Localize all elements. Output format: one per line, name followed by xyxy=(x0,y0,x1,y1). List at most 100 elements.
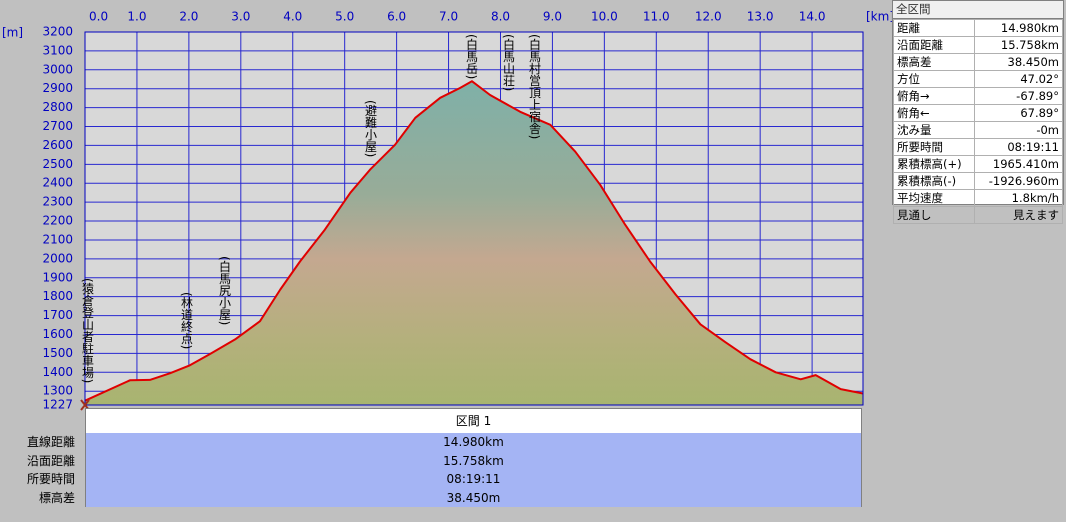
panel-value: 14.980km xyxy=(974,19,1063,37)
summary-panel: 全区間 距離 14.980km 沿面距離 15.758km 標高差 38.450m 方位 47… xyxy=(892,0,1064,224)
y-tick-label: 1400 xyxy=(42,365,73,379)
panel-row: 俯角← 67.89° xyxy=(892,104,1063,122)
y-tick-label: 2100 xyxy=(42,232,73,246)
section-table: 直線距離 14.980km 沿面距離 15.758km 所要時間 08:19:11 標高差 3… xyxy=(0,433,862,507)
section-row: 沿面距離 15.758km xyxy=(0,451,862,470)
x-tick-label: 12.0 xyxy=(695,10,722,24)
panel-row: 沿面距離 15.758km xyxy=(892,36,1063,54)
section-header: 区間 1 xyxy=(85,408,862,434)
x-unit: [km] xyxy=(866,10,894,24)
x-tick-label: 6.0 xyxy=(387,10,406,24)
panel-row: 累積標高(+) 1965.410m xyxy=(892,155,1063,173)
annotation: (白馬村営頂上宿舎) xyxy=(528,34,542,139)
x-tick-label: 3.0 xyxy=(231,10,250,24)
y-tick-label: 2400 xyxy=(42,176,73,190)
section-row: 直線距離 14.980km xyxy=(0,433,862,452)
y-tick-label: 2800 xyxy=(42,100,73,114)
panel-row: 方位 47.02° xyxy=(892,70,1063,88)
y-tick-label: 3000 xyxy=(42,62,73,76)
x-tick-label: 5.0 xyxy=(335,10,354,24)
panel-value: 見えます xyxy=(974,206,1063,224)
y-unit: [m] xyxy=(2,26,23,40)
y-tick-label: 2700 xyxy=(42,119,73,133)
x-tick-label: 13.0 xyxy=(747,10,774,24)
panel-key: 累積標高(-) xyxy=(892,172,976,190)
panel-key: 方位 xyxy=(892,70,976,88)
panel-value: -0m xyxy=(974,121,1063,139)
panel-key: 俯角→ xyxy=(892,87,976,105)
panel-row: 俯角→ -67.89° xyxy=(892,87,1063,105)
panel-key: 距離 xyxy=(892,19,976,37)
panel-value: -67.89° xyxy=(974,87,1063,105)
elevation-area xyxy=(85,81,863,405)
panel-key: 沿面距離 xyxy=(892,36,976,54)
panel-value: 38.450m xyxy=(974,53,1063,71)
panel-value: 1965.410m xyxy=(974,155,1063,173)
panel-row: 累積標高(-) -1926.960m xyxy=(892,172,1063,190)
y-tick-label: 1800 xyxy=(42,289,73,303)
y-tick-label: 2900 xyxy=(42,81,73,95)
panel-key: 累積標高(+) xyxy=(892,155,976,173)
panel-value: 15.758km xyxy=(974,36,1063,54)
panel-table: 距離 14.980km 沿面距離 15.758km 標高差 38.450m 方位 47.02°… xyxy=(892,19,1063,224)
y-tick-label: 1227 xyxy=(42,398,73,412)
y-tick-label: 2600 xyxy=(42,138,73,152)
section-row: 標高差 38.450m xyxy=(0,488,862,507)
y-tick-label: 1500 xyxy=(42,346,73,360)
panel-key: 沈み量 xyxy=(892,121,976,139)
panel-value: 47.02° xyxy=(974,70,1063,88)
section-value: 14.980km xyxy=(85,433,862,452)
x-tick-label: 11.0 xyxy=(643,10,670,24)
section-label: 標高差 xyxy=(38,490,75,505)
section-row: 所要時間 08:19:11 xyxy=(0,470,862,489)
panel-key: 標高差 xyxy=(892,53,976,71)
y-tick-label: 1700 xyxy=(42,308,73,322)
y-tick-label: 1300 xyxy=(42,384,73,398)
section-label: 所要時間 xyxy=(26,472,75,486)
section-label: 直線距離 xyxy=(26,435,75,449)
panel-row: 見通し 見えます xyxy=(892,206,1063,224)
x-tick-label: 0.0 xyxy=(89,10,108,24)
panel-row: 距離 14.980km xyxy=(892,19,1063,37)
section-label: 沿面距離 xyxy=(26,453,75,468)
y-tick-label: 2500 xyxy=(42,157,73,171)
section-value: 08:19:11 xyxy=(85,470,862,489)
x-tick-label: 4.0 xyxy=(283,10,302,24)
annotation: (猿倉登山者駐車場) xyxy=(81,278,95,383)
x-tick-label: 10.0 xyxy=(591,10,618,24)
panel-row: 平均速度 1.8km/h xyxy=(892,189,1063,207)
panel-row: 標高差 38.450m xyxy=(892,53,1063,71)
y-tick-label: 2000 xyxy=(42,251,73,265)
x-tick-label: 9.0 xyxy=(543,10,562,24)
y-tick-label: 1600 xyxy=(42,327,73,341)
x-tick-label: 1.0 xyxy=(127,10,146,24)
panel-key: 見通し xyxy=(892,206,976,224)
section-value: 38.450m xyxy=(85,488,862,507)
y-tick-label: 2300 xyxy=(42,195,73,209)
x-tick-label: 2.0 xyxy=(179,10,198,24)
panel-value: 08:19:11 xyxy=(974,138,1063,156)
panel-row: 所要時間 08:19:11 xyxy=(892,138,1063,156)
panel-title: 全区間 xyxy=(893,1,1063,19)
panel-key: 平均速度 xyxy=(892,189,976,207)
plot-border xyxy=(84,31,864,406)
section-value: 15.758km xyxy=(85,451,862,470)
x-tick-label: 14.0 xyxy=(799,10,826,24)
annotation: (白馬岳) xyxy=(465,34,479,79)
panel-key: 所要時間 xyxy=(892,138,976,156)
x-tick-label: 8.0 xyxy=(491,10,510,24)
panel-key: 俯角← xyxy=(892,104,976,122)
annotation: (白馬山荘) xyxy=(502,34,516,91)
panel-row: 沈み量 -0m xyxy=(892,121,1063,139)
annotation: (林道終点) xyxy=(180,292,194,349)
elevation-line xyxy=(84,80,864,402)
y-tick-label: 3200 xyxy=(42,25,73,39)
y-tick-label: 3100 xyxy=(42,43,73,57)
annotation: (白馬尻小屋) xyxy=(218,256,232,325)
x-tick-label: 7.0 xyxy=(439,10,458,24)
y-tick-label: 1900 xyxy=(42,270,73,284)
panel-value: 1.8km/h xyxy=(974,189,1063,207)
panel-value: -1926.960m xyxy=(974,172,1063,190)
